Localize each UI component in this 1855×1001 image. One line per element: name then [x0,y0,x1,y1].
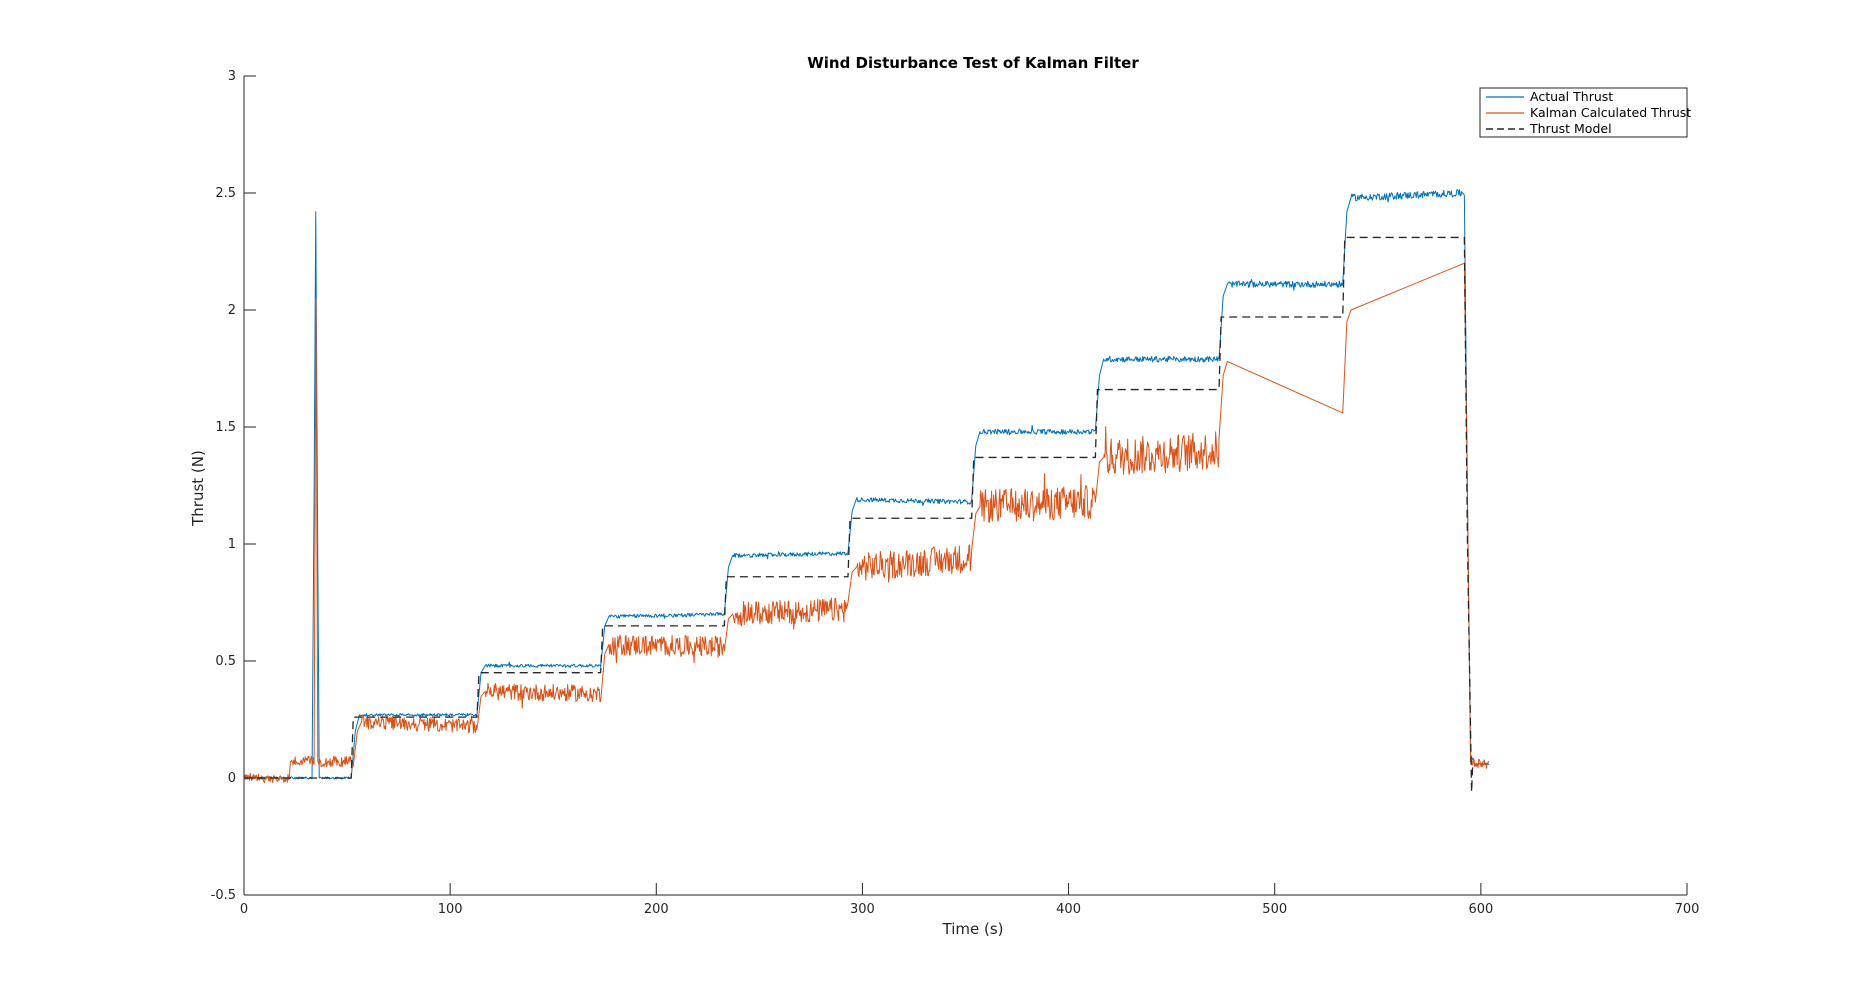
series-layer [243,189,1490,793]
y-tick-label: 0.5 [215,654,236,669]
y-tick-label: 1.5 [215,420,236,435]
y-tick-label: 2 [228,303,236,318]
x-axis: 0 100 200 300 400 500 600 700 [240,883,1700,917]
series-line-2 [244,236,1474,793]
x-tick-label: 500 [1262,902,1287,917]
series-line-1 [243,262,1490,783]
x-tick-label: 100 [438,902,463,917]
series-line-0 [243,189,1490,780]
y-tick-label: 2.5 [215,186,236,201]
y-tick-label: 0 [228,771,236,786]
x-tick-label: 600 [1468,902,1493,917]
axes-frame [244,76,1687,895]
y-axis-label: Thrust (N) [189,450,207,527]
x-tick-label: 300 [850,902,875,917]
y-tick-label: -0.5 [211,888,236,903]
plot-area [243,76,1687,896]
x-tick-label: 700 [1675,902,1700,917]
x-axis-label: Time (s) [942,920,1004,938]
x-tick-label: 200 [644,902,669,917]
legend: Actual Thrust Kalman Calculated Thrust T… [1479,87,1691,138]
y-tick-label: 1 [228,537,236,552]
x-tick-label: 0 [240,902,248,917]
legend-entry-actual-thrust: Actual Thrust [1530,89,1613,104]
y-axis: -0.5 0 0.5 1 1.5 2 2.5 3 [211,69,256,903]
chart-title: Wind Disturbance Test of Kalman Filter [807,54,1139,72]
legend-entry-thrust-model: Thrust Model [1529,121,1612,136]
legend-entry-kalman-thrust: Kalman Calculated Thrust [1530,105,1691,120]
y-tick-label: 3 [228,69,236,84]
x-tick-label: 400 [1056,902,1081,917]
